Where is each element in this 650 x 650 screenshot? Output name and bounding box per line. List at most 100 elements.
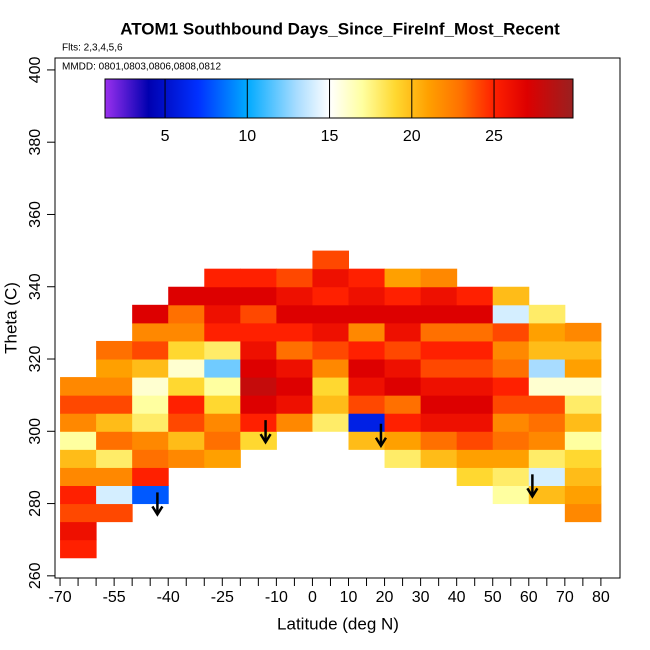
heat-cell [276, 413, 313, 432]
heat-cell [528, 467, 566, 486]
heat-cell [132, 395, 169, 414]
y-tick-label: 380 [27, 129, 44, 156]
heat-cell [132, 485, 169, 505]
heat-cell [204, 286, 241, 306]
heat-cell [60, 431, 97, 450]
heat-cell [420, 286, 458, 306]
heat-cell [492, 467, 530, 486]
heat-cell [456, 395, 494, 414]
heat-cell [60, 467, 97, 486]
heat-cell [240, 286, 277, 306]
heat-cell [60, 503, 97, 523]
heat-cell [528, 359, 566, 378]
heat-cell [132, 377, 169, 396]
heat-cell [96, 377, 133, 396]
heat-cell [96, 359, 133, 378]
heat-cell [276, 322, 313, 342]
heat-cell [132, 449, 169, 468]
heat-cell [204, 322, 241, 342]
heat-cell [528, 340, 566, 360]
heat-cell [240, 413, 277, 432]
heat-cell [96, 395, 133, 414]
heat-cell [204, 449, 241, 468]
heat-cell [168, 395, 205, 414]
x-tick-label: 30 [412, 589, 430, 606]
colorbar-tick-label: 15 [321, 128, 339, 145]
heat-cell [492, 304, 530, 324]
y-tick-label: 260 [27, 562, 44, 589]
heat-cell [276, 268, 313, 288]
heat-cell [420, 268, 458, 288]
heat-cell [492, 485, 530, 505]
x-tick-label: -55 [103, 589, 126, 606]
x-tick-label: -25 [211, 589, 234, 606]
heat-cell [456, 377, 494, 396]
heat-cell [96, 449, 133, 468]
heat-cell [564, 377, 602, 396]
heat-cell [240, 359, 277, 378]
heat-cell [204, 359, 241, 378]
heat-cell [60, 521, 97, 541]
heat-cell [240, 340, 277, 360]
heat-cell [96, 485, 133, 505]
heat-cell [384, 413, 422, 432]
arrow [526, 474, 539, 499]
heat-cell [96, 340, 133, 360]
heat-cell [132, 467, 169, 486]
heat-cell [384, 286, 422, 306]
heat-cell [132, 359, 169, 378]
heat-cell [564, 340, 602, 360]
heat-cell [240, 304, 277, 324]
heat-cell [492, 286, 530, 306]
heat-cell [420, 413, 458, 432]
heat-cell [564, 431, 602, 450]
x-tick-label: 10 [340, 589, 358, 606]
heat-cell [492, 359, 530, 378]
x-tick-label: 80 [592, 589, 610, 606]
subtitle: Flts: 2,3,4,5,6 [62, 43, 123, 54]
heat-cell [564, 485, 602, 505]
heat-cell [528, 413, 566, 432]
heat-cell [420, 340, 458, 360]
heat-cell [384, 395, 422, 414]
heat-cell [384, 340, 422, 360]
heat-cell [420, 322, 458, 342]
heat-cell [132, 413, 169, 432]
heat-cell [348, 322, 386, 342]
heat-cell [492, 413, 530, 432]
heat-cell [312, 286, 349, 306]
heat-cell [528, 449, 566, 468]
y-tick-label: 320 [27, 346, 44, 373]
heat-cell [240, 377, 277, 396]
heat-cell [276, 395, 313, 414]
heat-cell [60, 395, 97, 414]
heat-cell [492, 340, 530, 360]
x-tick-label: -40 [157, 589, 180, 606]
y-tick-label: 400 [27, 56, 44, 83]
heat-cell [384, 304, 422, 324]
heat-cell [276, 304, 313, 324]
heat-cell [420, 431, 458, 450]
colorbar-tick-label: 10 [238, 128, 256, 145]
heat-cell [528, 322, 566, 342]
heat-cell [240, 431, 277, 450]
heat-cell [240, 395, 277, 414]
heat-cell [312, 250, 349, 270]
heat-cell [348, 359, 386, 378]
y-tick-label: 300 [27, 418, 44, 445]
heat-cell [276, 377, 313, 396]
heat-cell [132, 322, 169, 342]
x-axis-label: Latitude (deg N) [277, 614, 399, 633]
heat-cell [384, 359, 422, 378]
heat-cell [492, 395, 530, 414]
heat-cell [456, 304, 494, 324]
heat-cell [384, 449, 422, 468]
heat-cell [420, 304, 458, 324]
heat-cell [492, 449, 530, 468]
heat-cell [348, 340, 386, 360]
heat-cell [420, 449, 458, 468]
y-tick-label: 340 [27, 273, 44, 300]
heat-cell [132, 431, 169, 450]
heat-cell [528, 395, 566, 414]
